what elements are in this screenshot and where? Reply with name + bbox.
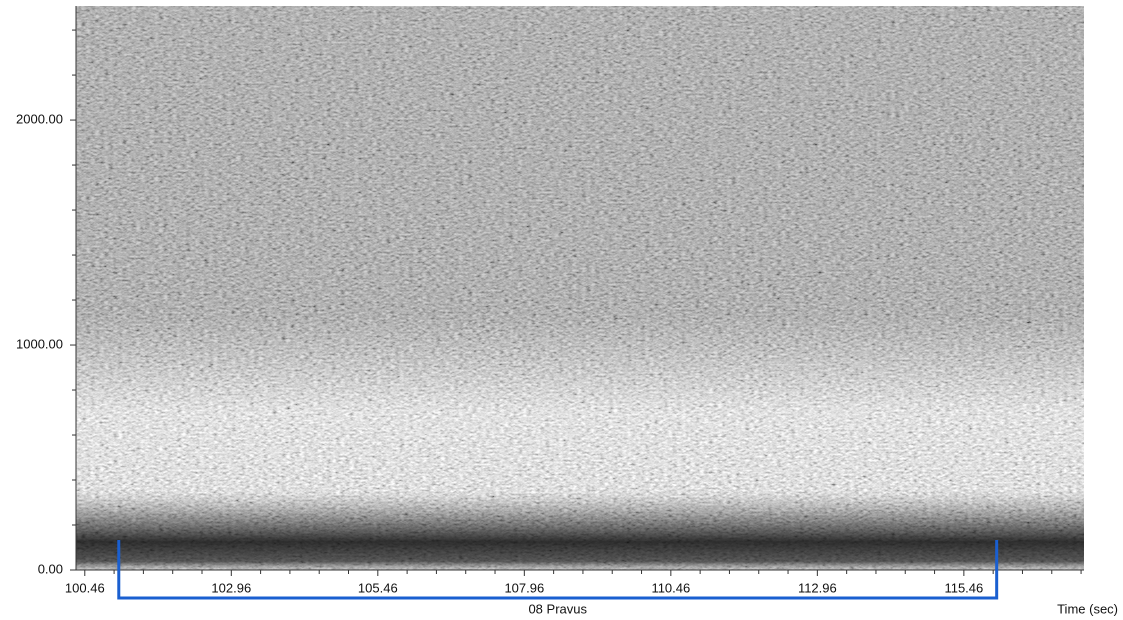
spectrogram-shading — [76, 6, 1084, 570]
x-tick-label: 110.46 — [651, 580, 690, 595]
x-tick-label: 102.96 — [211, 580, 251, 595]
plot-area — [75, 6, 1084, 571]
y-tick-label: 0.00 — [38, 561, 63, 576]
x-tick-label: 105.46 — [358, 580, 398, 595]
region-bracket — [117, 540, 999, 600]
y-tick-label: 2000.00 — [16, 111, 63, 126]
x-tick-label: 107.96 — [504, 580, 544, 595]
region-label: 08 Pravus — [528, 601, 587, 616]
x-axis-label: Time (sec) — [1057, 601, 1118, 616]
x-tick-label: 115.46 — [944, 580, 983, 595]
x-tick-label: 100.46 — [65, 580, 105, 595]
y-tick-label: 1000.00 — [16, 336, 63, 351]
x-tick-label: 112.96 — [798, 580, 837, 595]
